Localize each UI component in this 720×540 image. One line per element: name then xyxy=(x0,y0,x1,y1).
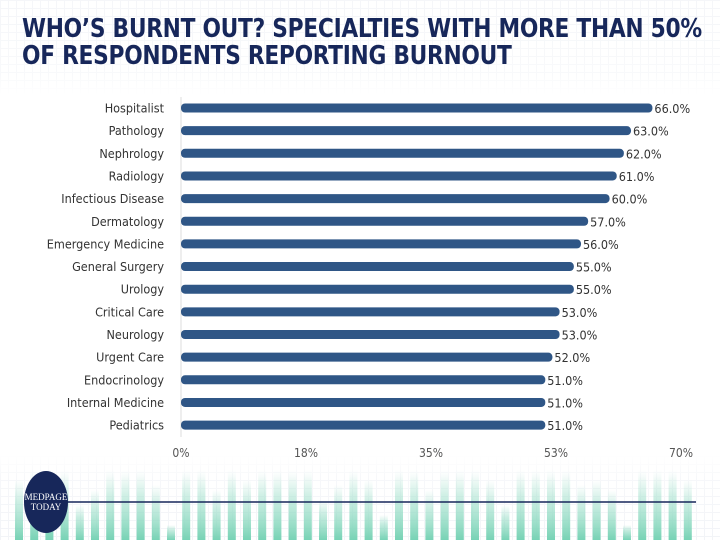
category-label: Urgent Care xyxy=(96,350,164,365)
value-label: 55.0% xyxy=(576,282,612,297)
value-label: 53.0% xyxy=(562,305,598,320)
category-label: Hospitalist xyxy=(105,101,165,116)
category-label: Nephrology xyxy=(99,146,164,161)
category-label: Neurology xyxy=(107,327,165,342)
logo-line-2: TODAY xyxy=(31,502,62,512)
category-label: Pathology xyxy=(109,123,165,138)
bar-urology xyxy=(181,284,574,294)
bar-dermatology xyxy=(181,216,589,226)
value-label: 53.0% xyxy=(562,328,598,343)
bar-pediatrics xyxy=(181,420,546,430)
category-label: General Surgery xyxy=(72,259,164,274)
category-label: Endocrinology xyxy=(84,372,164,387)
value-label: 63.0% xyxy=(633,124,669,139)
value-label: 51.0% xyxy=(547,373,583,388)
bar-neurology xyxy=(181,330,560,339)
category-label: Emergency Medicine xyxy=(47,236,164,251)
bar-radiology xyxy=(181,171,617,181)
bar-infectious-disease xyxy=(181,194,610,204)
category-label: Radiology xyxy=(109,168,165,183)
bar-critical-care xyxy=(181,307,560,317)
bar-emergency-medicine xyxy=(181,239,581,249)
category-label: Urology xyxy=(121,282,165,297)
category-label: Critical Care xyxy=(95,304,164,319)
bar-nephrology xyxy=(181,148,624,158)
category-label: Pediatrics xyxy=(109,418,164,433)
value-label: 57.0% xyxy=(590,214,626,229)
chart-title: WHO’S BURNT OUT? SPECIALTIES WITH MORE T… xyxy=(22,14,702,71)
value-label: 56.0% xyxy=(583,237,619,252)
value-label: 62.0% xyxy=(626,146,662,161)
bar-urgent-care xyxy=(181,352,553,362)
value-label: 60.0% xyxy=(612,192,648,207)
value-label: 51.0% xyxy=(547,395,583,410)
category-label: Dermatology xyxy=(91,214,164,229)
x-tick-label: 70% xyxy=(669,446,693,460)
x-tick-label: 18% xyxy=(294,446,318,460)
medpage-logo xyxy=(24,471,68,533)
value-label: 66.0% xyxy=(654,101,690,116)
x-tick-label: 35% xyxy=(419,446,443,460)
bar-pathology xyxy=(181,126,631,136)
bar-endocrinology xyxy=(181,375,546,385)
value-label: 55.0% xyxy=(576,260,612,275)
category-label: Internal Medicine xyxy=(67,395,164,410)
value-label: 52.0% xyxy=(554,350,590,365)
value-label: 51.0% xyxy=(547,418,583,433)
bar-hospitalist xyxy=(181,103,653,113)
logo-line-1: MEDPAGE xyxy=(25,492,68,502)
x-tick-label: 53% xyxy=(544,446,568,460)
value-label: 61.0% xyxy=(619,169,655,184)
bar-internal-medicine xyxy=(181,397,546,407)
x-tick-label: 0% xyxy=(172,446,189,460)
category-label: Infectious Disease xyxy=(61,191,164,206)
bar-general-surgery xyxy=(181,262,574,272)
